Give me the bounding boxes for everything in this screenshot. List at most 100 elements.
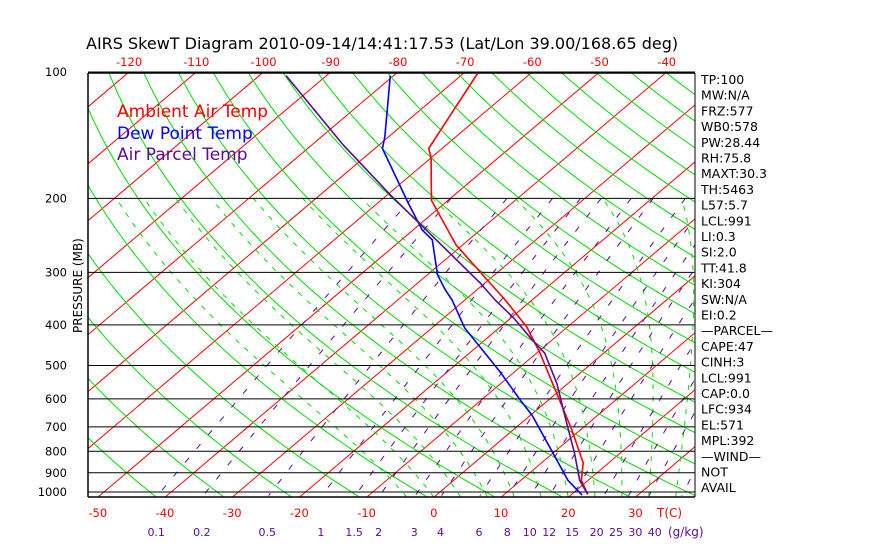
stat-item: CINH:3 <box>701 355 744 370</box>
mixing-ratio-line <box>321 198 553 496</box>
mixing-ratio-tick-label: 0.1 <box>147 526 165 539</box>
mixing-ratio-line <box>354 198 581 496</box>
isotherm-line <box>88 73 398 336</box>
moist-adiabat-line <box>252 197 515 497</box>
top-temp-tick-label: -110 <box>183 55 209 69</box>
stat-item: MW:N/A <box>701 88 750 103</box>
top-temp-tick-label: -90 <box>321 55 340 69</box>
mixing-ratio-tick-label: 10 <box>523 526 537 539</box>
mixing-ratio-tick-label: 8 <box>504 526 511 539</box>
mixing-ratio-tick-label: 12 <box>542 526 556 539</box>
stat-item: SI:2.0 <box>701 245 737 260</box>
mixing-ratio-tick-label: 6 <box>476 526 483 539</box>
moist-adiabat-line <box>431 197 596 497</box>
pressure-tick-label: 300 <box>45 265 67 279</box>
bottom-temp-tick-label: -50 <box>88 506 107 520</box>
isotherm-line <box>88 73 532 450</box>
stat-item: CAP:0.0 <box>701 386 750 401</box>
top-temp-tick-label: -120 <box>116 55 142 69</box>
stat-item: SW:N/A <box>701 292 747 307</box>
dewpoint-line <box>381 75 583 496</box>
stat-item: LFC:934 <box>701 402 752 417</box>
pressure-tick-label: 800 <box>45 444 67 458</box>
pressure-tick-label: 700 <box>45 420 67 434</box>
chart-title: AIRS SkewT Diagram 2010-09-14/14:41:17.5… <box>86 34 678 53</box>
mixing-ratio-unit-label: (g/kg) <box>668 525 704 539</box>
mixing-ratio-line <box>530 243 695 496</box>
isotherm-line <box>88 73 196 165</box>
dry-adiabat-line <box>352 73 695 344</box>
isotherm-line <box>88 73 264 222</box>
stat-item: —PARCEL— <box>701 323 773 338</box>
stat-item: —WIND— <box>701 449 761 464</box>
moist-adiabat-line <box>210 197 488 497</box>
axis-labels: 0.1 0.2 0.5 1 1.5 2 3 4 6 8 10 12 15 20 25 30 4010020030… <box>38 55 676 539</box>
dry-adiabat-line <box>387 73 695 315</box>
mixing-ratio-line <box>507 216 695 496</box>
top-temp-tick-label: -40 <box>657 55 676 69</box>
stat-item: NOT <box>701 465 728 480</box>
mixing-ratio-tick-label: 3 <box>411 526 418 539</box>
dry-adiabat-line <box>143 73 631 497</box>
mixing-ratio-tick-label: 20 <box>590 526 604 539</box>
stat-item: CAPE:47 <box>701 339 754 354</box>
dry-adiabat-line <box>88 106 496 497</box>
background-lines <box>88 72 870 497</box>
mixing-ratio-tick-label: 1 <box>317 526 324 539</box>
dry-adiabat-line <box>421 73 695 286</box>
pressure-tick-label: 200 <box>45 191 67 205</box>
mixing-ratio-tick-label: 40 <box>648 526 662 539</box>
pressure-tick-label: 500 <box>45 359 67 373</box>
pressure-lines <box>87 71 696 498</box>
dry-adiabat-line <box>88 316 293 497</box>
isotherm-line <box>164 73 667 497</box>
mixing-ratio-line <box>479 198 686 496</box>
dry-adiabat-line <box>526 73 695 203</box>
pressure-tick-label: 1000 <box>38 485 67 499</box>
profiles <box>285 73 589 496</box>
mixing-ratio-tick-label: 1.5 <box>345 526 363 539</box>
stat-item: KI:304 <box>701 276 741 291</box>
mixing-ratio-line <box>268 198 508 496</box>
bottom-temp-tick-label: -40 <box>156 506 175 520</box>
bottom-temp-tick-label: 30 <box>628 506 643 520</box>
isotherm-line <box>433 275 695 497</box>
isotherm-line <box>500 332 695 497</box>
bottom-temp-tick-label: 10 <box>494 506 509 520</box>
parcel-temp-line <box>285 75 589 495</box>
legend-parcel: Air Parcel Temp <box>117 145 248 165</box>
moist-adiabat-line <box>601 197 654 497</box>
dry-adiabat-line <box>88 252 360 497</box>
y-axis-label: PRESSURE (MB) <box>71 238 85 333</box>
bottom-temp-tick-label: -10 <box>357 506 376 520</box>
stat-item: TT:41.8 <box>700 260 747 275</box>
x-axis-unit-label: T(C) <box>656 506 682 520</box>
top-temp-tick-label: -50 <box>590 55 609 69</box>
stat-item: FRZ:577 <box>701 103 754 118</box>
dry-adiabat-line <box>282 73 695 403</box>
legend-dewpoint: Dew Point Temp <box>117 124 253 144</box>
legend-ambient: Ambient Air Temp <box>117 102 268 122</box>
mixing-ratio-tick-label: 0.2 <box>193 526 211 539</box>
dry-adiabat-line <box>804 72 870 497</box>
legend: Ambient Air Temp Dew Point Temp Air Parc… <box>117 102 268 165</box>
pressure-tick-label: 100 <box>45 65 67 79</box>
top-temp-tick-label: -60 <box>523 55 542 69</box>
stat-item: MAXT:30.3 <box>701 166 767 181</box>
dry-adiabat-line <box>770 72 870 497</box>
pressure-tick-label: 400 <box>45 318 67 332</box>
pressure-tick-label: 600 <box>45 392 67 406</box>
bottom-temp-tick-label: 20 <box>561 506 576 520</box>
bottom-temp-tick-label: 0 <box>430 506 437 520</box>
stat-item: AVAIL <box>701 480 736 495</box>
mixing-ratio-tick-label: 15 <box>565 526 579 539</box>
moist-adiabat-line <box>675 197 695 497</box>
dry-adiabat-line <box>178 73 695 497</box>
stat-item: EI:0.2 <box>701 308 737 323</box>
isotherm-line <box>567 389 695 497</box>
stat-item: TP:100 <box>700 72 744 87</box>
mixing-ratio-tick-label: 0.5 <box>259 526 277 539</box>
moist-adiabat-line <box>174 197 462 497</box>
bottom-temp-tick-label: -20 <box>290 506 309 520</box>
